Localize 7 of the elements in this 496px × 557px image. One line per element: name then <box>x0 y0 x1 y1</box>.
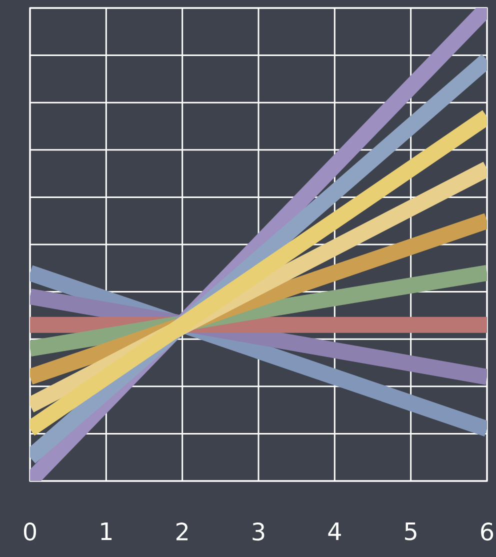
x-tick-label: 6 <box>481 522 494 541</box>
x-tick-label: 5 <box>405 522 416 540</box>
x-tick-label: 1 <box>101 522 112 540</box>
x-tick-label: 0 <box>24 522 36 541</box>
x-tick-label: 2 <box>176 522 188 540</box>
x-tick-label: 4 <box>328 522 341 540</box>
x-tick-label: 3 <box>252 522 264 541</box>
